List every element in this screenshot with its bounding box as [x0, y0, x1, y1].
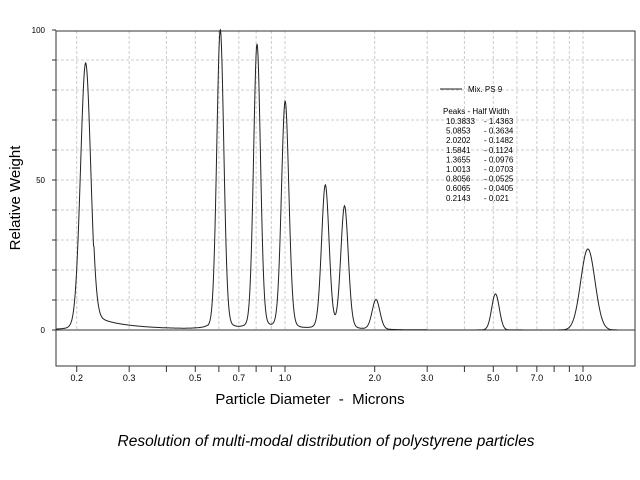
peak-half-width: - 0.0976 — [484, 155, 514, 164]
peak-value: 2.0202 — [446, 136, 471, 145]
x-tick-label: 5.0 — [487, 373, 500, 383]
peak-half-width: - 0.021 — [484, 194, 509, 203]
peak-value: 0.2143 — [446, 194, 471, 203]
plot-frame — [55, 30, 636, 367]
x-axis-label: Particle Diameter - Microns — [215, 391, 404, 408]
peak-value: 0.6065 — [446, 184, 471, 193]
legend-label: Mix. PS 9 — [468, 85, 503, 94]
x-tick-label: 0.5 — [189, 373, 202, 383]
y-axis-label: Relative Weight — [7, 145, 24, 251]
series-line-mix-ps-9 — [56, 28, 618, 331]
legend: Mix. PS 9 — [440, 85, 503, 94]
x-tick-label: 0.7 — [233, 373, 246, 383]
peak-half-width: - 1.4363 — [484, 117, 514, 126]
x-tick-label: 10.0 — [574, 373, 592, 383]
peak-half-width: - 0.3634 — [484, 127, 514, 136]
x-tick-label: 7.0 — [531, 373, 544, 383]
figure-caption: Resolution of multi-modal distribution o… — [118, 433, 535, 450]
y-ticks: 100 50 0 — [32, 26, 56, 335]
x-ticks: 0.2 0.3 0.5 0.7 1.0 2.0 3.0 5.0 7.0 10.0 — [70, 366, 592, 383]
peaks-table-header: Peaks - Half Width — [443, 107, 509, 116]
peak-half-width: - 0.0405 — [484, 184, 514, 193]
peak-half-width: - 0.1482 — [484, 136, 514, 145]
y-tick-label: 100 — [32, 26, 46, 35]
peak-value: 1.3655 — [446, 155, 471, 164]
x-tick-label: 0.3 — [123, 373, 136, 383]
peak-value: 0.8056 — [446, 175, 471, 184]
grid — [56, 31, 635, 330]
peak-value: 10.3833 — [446, 117, 475, 126]
peak-half-width: - 0.0525 — [484, 175, 514, 184]
peak-value: 5.0853 — [446, 127, 471, 136]
peak-value: 1.5841 — [446, 146, 471, 155]
peak-value: 1.0013 — [446, 165, 471, 174]
peak-half-width: - 0.0703 — [484, 165, 514, 174]
y-tick-label: 50 — [36, 176, 45, 185]
x-tick-label: 0.2 — [70, 373, 83, 383]
x-tick-label: 3.0 — [421, 373, 434, 383]
peaks-table: Peaks - Half Width 10.3833 - 1.4363 5.0853… — [443, 107, 514, 203]
x-tick-label: 1.0 — [279, 373, 292, 383]
x-tick-label: 2.0 — [368, 373, 381, 383]
y-tick-label: 0 — [41, 326, 46, 335]
peak-half-width: - 0.1124 — [484, 146, 513, 155]
